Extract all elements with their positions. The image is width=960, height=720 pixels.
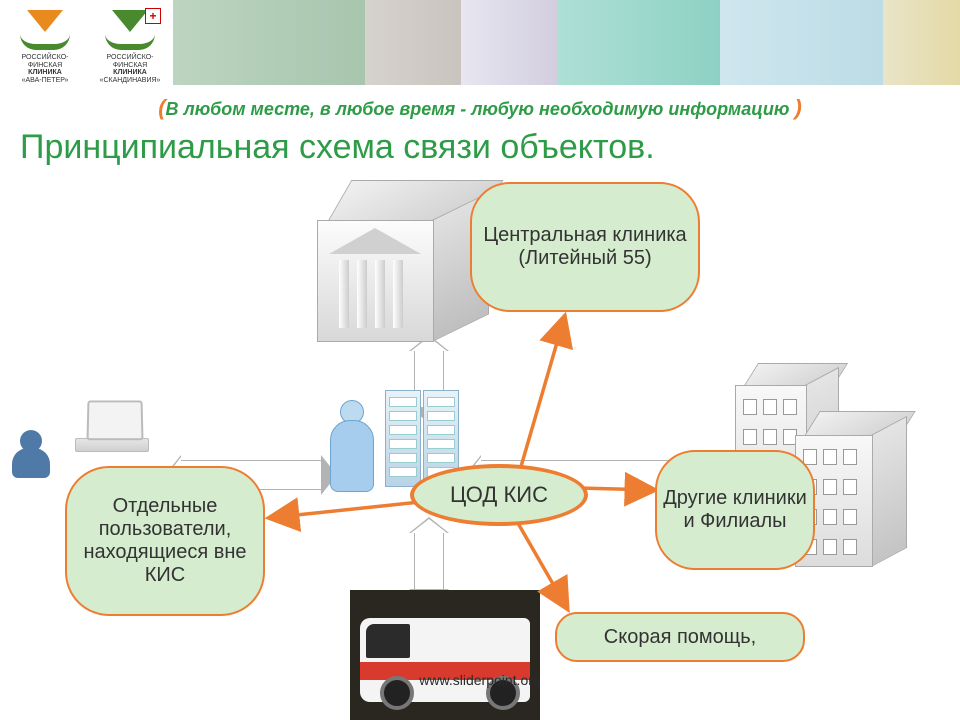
node-central-datacenter: ЦОД КИС <box>410 464 588 526</box>
bank-building-icon <box>335 180 485 345</box>
node-label-ambulance: Скорая помощь, <box>604 626 756 649</box>
tagline-text: В любом месте, в любое время - любую нео… <box>166 99 795 119</box>
person-icon <box>330 400 374 492</box>
logo2-line1: РОССИЙСКО-ФИНСКАЯ <box>107 54 154 69</box>
node-ambulance: Скорая помощь, <box>555 612 805 662</box>
page-title: Принципиальная схема связи объектов. <box>20 128 655 167</box>
block-arrow <box>414 532 444 590</box>
node-central_clinic: Центральная клиника (Литейный 55) <box>470 182 700 312</box>
watermark: www.sliderpoint.org <box>0 672 960 688</box>
ambulance-icon <box>350 590 540 720</box>
logo-scandinavia: + РОССИЙСКО-ФИНСКАЯ КЛИНИКА «СКАНДИНАВИЯ… <box>95 10 165 75</box>
medical-cross-icon: + <box>145 8 161 24</box>
logo1-line1: РОССИЙСКО-ФИНСКАЯ <box>22 54 69 69</box>
laptop-icon <box>75 400 147 452</box>
header-banner: РОССИЙСКО-ФИНСКАЯ КЛИНИКА «АВА-ПЕТЕР» + … <box>0 0 960 85</box>
tagline-close: ) <box>794 95 801 120</box>
tagline-open: ( <box>158 95 165 120</box>
node-label-central_clinic: Центральная клиника (Литейный 55) <box>476 224 694 270</box>
logo2-line3: «СКАНДИНАВИЯ» <box>100 77 161 84</box>
node-label-other_clinics: Другие клиники и Филиалы <box>661 487 809 533</box>
user-figure-icon <box>20 430 50 478</box>
logo2-line2: КЛИНИКА <box>113 69 147 76</box>
central-label: ЦОД КИС <box>450 482 548 508</box>
diagram-stage: Центральная клиника (Литейный 55) Отдельн… <box>0 170 960 720</box>
logo1-line3: «АВА-ПЕТЕР» <box>22 77 69 84</box>
logo1-line2: КЛИНИКА <box>28 69 62 76</box>
tagline: (В любом месте, в любое время - любую не… <box>0 95 960 121</box>
logo-ava-peter: РОССИЙСКО-ФИНСКАЯ КЛИНИКА «АВА-ПЕТЕР» <box>10 10 80 75</box>
node-remote_users: Отдельные пользователи, находящиеся вне … <box>65 466 265 616</box>
node-other_clinics: Другие клиники и Филиалы <box>655 450 815 570</box>
node-label-remote_users: Отдельные пользователи, находящиеся вне … <box>71 495 259 587</box>
